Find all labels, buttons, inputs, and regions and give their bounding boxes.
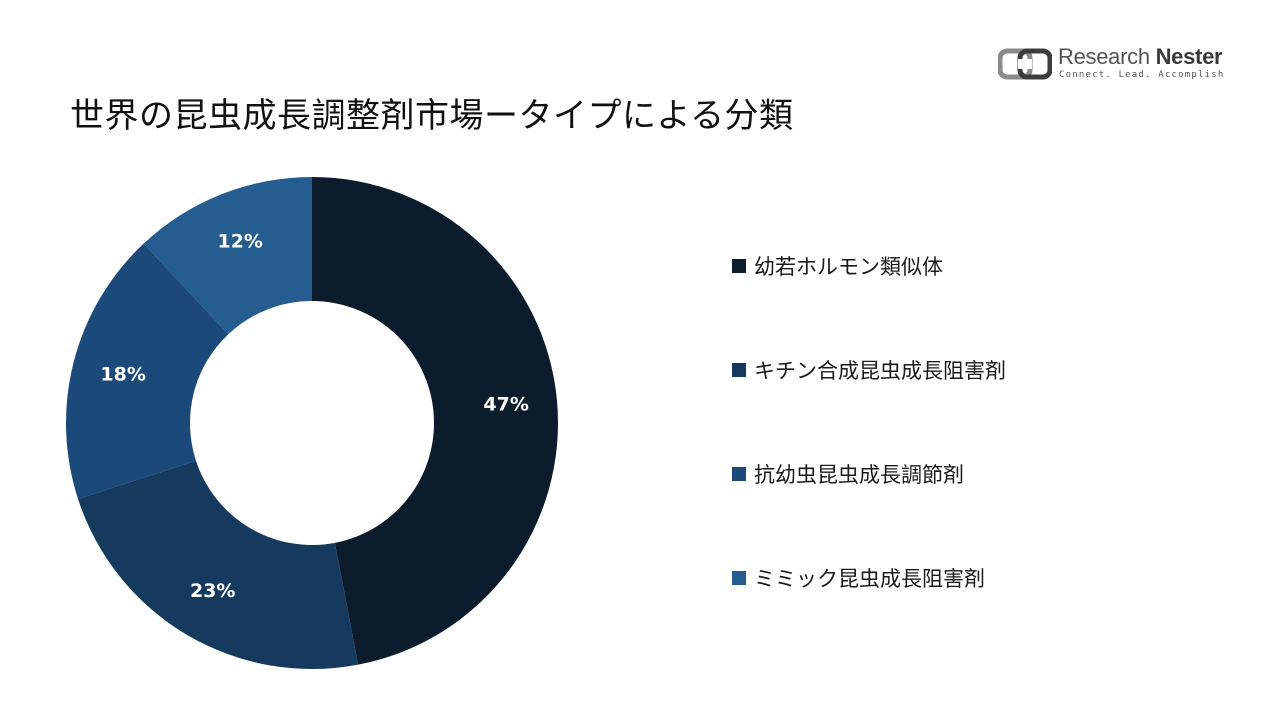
logo-name-part2: Nester — [1155, 44, 1223, 69]
logo-name: Research Nester — [1058, 44, 1223, 69]
legend-item-anti-juvenile-hormone-agents: 抗幼虫昆虫成長調節剤 — [732, 458, 964, 490]
legend-label: 抗幼虫昆虫成長調節剤 — [754, 463, 964, 487]
legend-swatch — [732, 571, 746, 585]
slice-anti-juvenile-hormone-agents — [66, 243, 229, 500]
donut-slices — [66, 177, 558, 669]
slice-label-3: 12% — [217, 231, 262, 253]
legend-label: 幼若ホルモン類似体 — [754, 255, 943, 279]
logo-icon — [998, 48, 1052, 80]
donut-chart: 47% 23% 18% 12% — [66, 177, 558, 669]
slice-chitin-synthesis-inhibitors — [78, 460, 359, 669]
legend-item-ecdysone-mimics: ミミック昆虫成長阻害剤 — [732, 562, 985, 594]
slice-label-2: 18% — [100, 364, 145, 386]
page-title: 世界の昆虫成長調整剤市場ータイプによる分類 — [70, 96, 794, 136]
legend-label: ミミック昆虫成長阻害剤 — [754, 567, 985, 591]
slice-label-1: 23% — [190, 580, 235, 602]
slice-label-0: 47% — [483, 394, 528, 416]
logo-name-part1: Research — [1058, 44, 1156, 69]
slice-ecdysone-mimics — [143, 177, 312, 335]
slice-juvenile-hormone-analogues — [312, 177, 558, 665]
donut-slice-labels: 47% 23% 18% 12% — [100, 231, 528, 602]
research-nester-logo: Research Nester Connect. Lead. Accomplis… — [998, 44, 1223, 84]
legend-swatch — [732, 467, 746, 481]
legend-item-chitin-synthesis-inhibitors: キチン合成昆虫成長阻害剤 — [732, 354, 1006, 386]
logo-tagline: Connect. Lead. Accomplish — [1059, 70, 1225, 80]
legend-label: キチン合成昆虫成長阻害剤 — [754, 359, 1006, 383]
legend-swatch — [732, 259, 746, 273]
legend-swatch — [732, 363, 746, 377]
legend-item-juvenile-hormone-analogues: 幼若ホルモン類似体 — [732, 250, 943, 282]
